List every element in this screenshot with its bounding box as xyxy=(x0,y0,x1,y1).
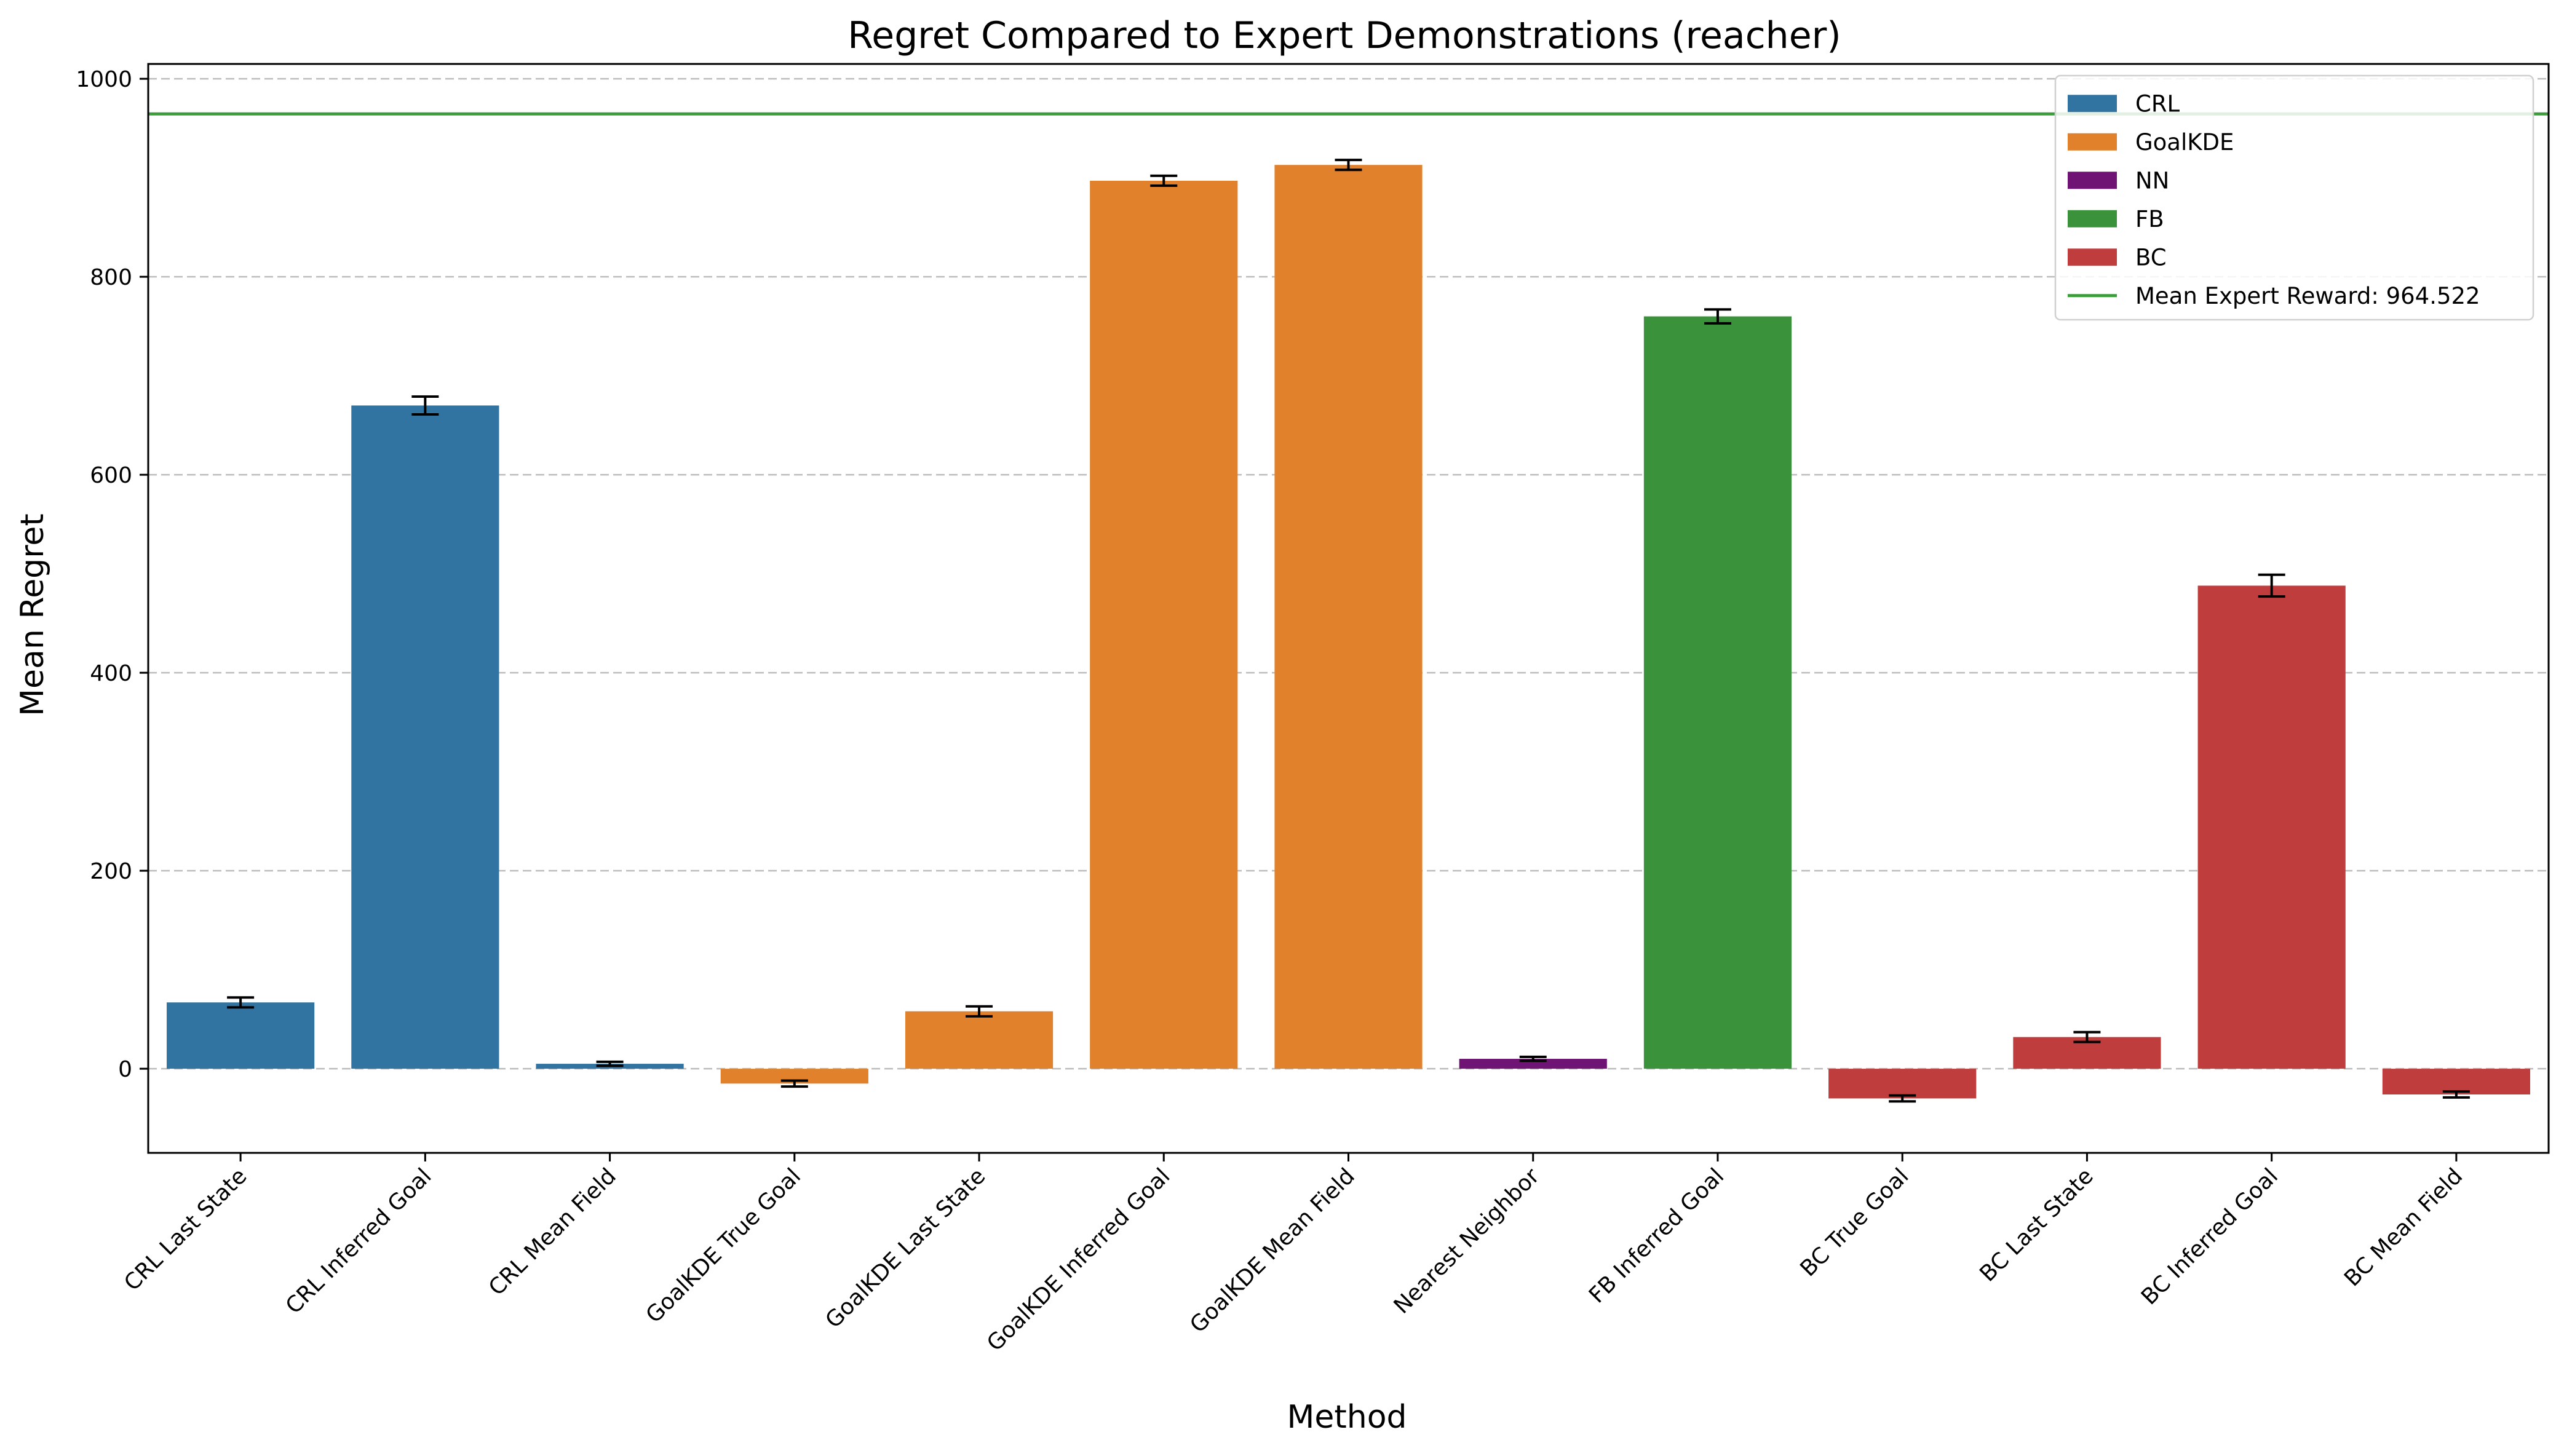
y-axis-title: Mean Regret xyxy=(14,513,51,716)
legend-item-goalkde: GoalKDE xyxy=(2068,129,2234,156)
error-bars xyxy=(227,159,2470,1103)
bar-fb-inferred-goal xyxy=(1643,316,1792,1069)
bar-crl-last-state xyxy=(167,1002,315,1069)
error-bar-goalkde-true-goal xyxy=(780,1079,808,1088)
legend-label: CRL xyxy=(2135,90,2180,117)
error-bar-crl-inferred-goal xyxy=(411,395,439,416)
bar-bc-inferred-goal xyxy=(2197,585,2346,1069)
legend-label: FB xyxy=(2135,206,2164,232)
legend-item-mean-expert-reward-964-522: Mean Expert Reward: 964.522 xyxy=(2068,283,2480,309)
legend-box xyxy=(2054,74,2534,321)
legend-swatch xyxy=(2068,172,2117,189)
y-tick-label: 800 xyxy=(90,265,132,290)
bars xyxy=(167,165,2530,1099)
y-tick-label: 200 xyxy=(90,859,132,884)
error-bar-goalkde-inferred-goal xyxy=(1150,174,1178,188)
bar-crl-inferred-goal xyxy=(351,405,499,1069)
legend-label: GoalKDE xyxy=(2135,129,2234,156)
y-axis: 0 200 400 600 800 1000 xyxy=(76,67,148,1082)
legend-item-nn: NN xyxy=(2068,167,2169,194)
legend-label: BC xyxy=(2135,244,2167,271)
legend-swatch xyxy=(2068,133,2117,151)
legend-label: Mean Expert Reward: 964.522 xyxy=(2135,283,2480,309)
legend-item-bc: BC xyxy=(2068,244,2167,271)
error-bar-bc-inferred-goal xyxy=(2258,573,2285,598)
legend: CRL GoalKDE NN FB BC Mean Expert Reward: 964.… xyxy=(2054,74,2534,321)
error-bar-goalkde-last-state xyxy=(966,1005,993,1018)
legend-item-fb: FB xyxy=(2068,206,2164,232)
error-bar-bc-true-goal xyxy=(1889,1094,1916,1103)
legend-swatch xyxy=(2068,210,2117,228)
legend-item-crl: CRL xyxy=(2068,90,2180,117)
bar-bc-mean-field xyxy=(2382,1069,2530,1095)
y-tick-label: 400 xyxy=(90,661,132,686)
error-bar-bc-mean-field xyxy=(2442,1090,2470,1099)
bar-goalkde-inferred-goal xyxy=(1090,180,1238,1069)
legend-swatch xyxy=(2068,248,2117,266)
bar-nearest-neighbor xyxy=(1459,1059,1607,1069)
y-tick-label: 1000 xyxy=(76,67,132,92)
y-tick-label: 600 xyxy=(90,463,132,488)
legend-swatch xyxy=(2068,95,2117,113)
error-bar-fb-inferred-goal xyxy=(1704,308,1731,325)
x-axis-title: Method xyxy=(1287,1399,1407,1436)
bar-goalkde-mean-field xyxy=(1274,165,1423,1069)
error-bar-goalkde-mean-field xyxy=(1335,159,1362,172)
error-bar-nearest-neighbor xyxy=(1519,1055,1547,1062)
error-bar-crl-mean-field xyxy=(596,1060,624,1067)
error-bar-crl-last-state xyxy=(227,996,255,1009)
bar-bc-true-goal xyxy=(1828,1069,1977,1099)
bar-goalkde-last-state xyxy=(905,1011,1054,1069)
legend-label: NN xyxy=(2135,167,2169,194)
error-bar-bc-last-state xyxy=(2073,1031,2101,1043)
chart-title: Regret Compared to Expert Demonstrations… xyxy=(847,14,1841,57)
y-tick-label: 0 xyxy=(118,1057,132,1082)
